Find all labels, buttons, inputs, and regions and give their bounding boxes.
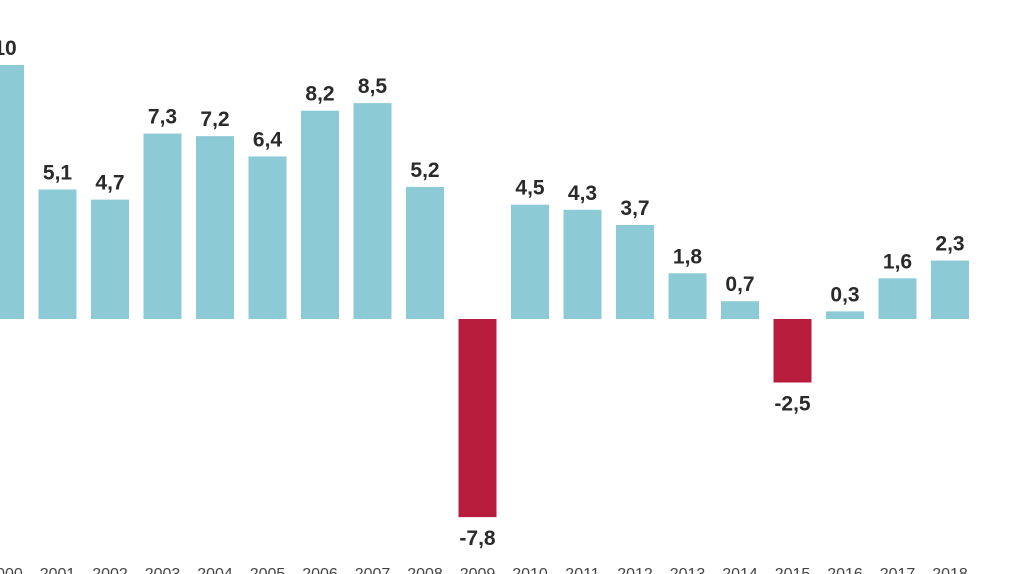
x-tick-label: 2012 bbox=[617, 566, 653, 574]
x-tick-label: 2005 bbox=[250, 566, 286, 574]
bar-2018 bbox=[931, 260, 969, 319]
value-label-2009: -7,8 bbox=[459, 527, 496, 550]
x-tick-label: 2001 bbox=[40, 566, 76, 574]
bar-2012 bbox=[616, 225, 654, 319]
value-label-2008: 5,2 bbox=[410, 159, 439, 182]
x-tick-label: 2018 bbox=[932, 566, 968, 574]
value-label-2005: 6,4 bbox=[253, 128, 283, 151]
value-label-2000: 10 bbox=[0, 37, 17, 60]
bar-2014 bbox=[721, 301, 759, 319]
value-label-2001: 5,1 bbox=[43, 161, 73, 184]
bar-2003 bbox=[143, 133, 182, 319]
x-tick-label: 2007 bbox=[355, 566, 391, 574]
x-tick-label: 2016 bbox=[827, 566, 863, 574]
value-label-2015: -2,5 bbox=[774, 393, 811, 416]
x-tick-label: 2008 bbox=[407, 566, 443, 574]
x-tick-label: 2011 bbox=[565, 566, 600, 574]
bar-2011 bbox=[563, 209, 602, 319]
x-tick-label: 2015 bbox=[775, 566, 811, 574]
value-label-2007: 8,5 bbox=[358, 75, 388, 98]
value-label-2003: 7,3 bbox=[148, 106, 177, 129]
x-tick-label: 2013 bbox=[670, 566, 706, 574]
bar-2015 bbox=[773, 319, 812, 383]
value-label-2011: 4,3 bbox=[568, 182, 597, 205]
x-tick-label: 2002 bbox=[92, 566, 128, 574]
x-tick-label: 2004 bbox=[197, 566, 233, 574]
value-label-2002: 4,7 bbox=[95, 172, 124, 195]
bar-2009 bbox=[458, 319, 497, 518]
bar-2017 bbox=[878, 278, 917, 319]
x-tick-label: 2003 bbox=[145, 566, 181, 574]
value-label-2016: 0,3 bbox=[830, 283, 859, 306]
value-label-2004: 7,2 bbox=[200, 108, 229, 131]
x-tick-label: 2006 bbox=[302, 566, 338, 574]
bar-2005 bbox=[248, 156, 287, 319]
bar-2002 bbox=[91, 199, 129, 319]
bar-2013 bbox=[668, 273, 707, 319]
bar-2006 bbox=[301, 110, 339, 319]
bar-2007 bbox=[353, 103, 392, 319]
value-label-2017: 1,6 bbox=[883, 250, 912, 273]
x-tick-label: 2017 bbox=[880, 566, 916, 574]
bar-2008 bbox=[406, 186, 444, 319]
bar-2010 bbox=[511, 204, 549, 319]
bar-2001 bbox=[38, 189, 77, 319]
x-tick-label: 2014 bbox=[722, 566, 758, 574]
value-label-2012: 3,7 bbox=[620, 197, 649, 220]
value-label-2018: 2,3 bbox=[935, 233, 964, 256]
x-tick-label: 2010 bbox=[512, 566, 548, 574]
value-label-2006: 8,2 bbox=[305, 83, 334, 106]
value-label-2014: 0,7 bbox=[725, 273, 754, 296]
value-label-2013: 1,8 bbox=[673, 245, 703, 268]
bar-2016 bbox=[826, 311, 864, 319]
x-tick-label: 2009 bbox=[460, 566, 496, 574]
value-label-2010: 4,5 bbox=[515, 177, 545, 200]
bar-2004 bbox=[196, 136, 234, 319]
x-tick-label: 2000 bbox=[0, 566, 23, 574]
bar-2000 bbox=[0, 65, 24, 319]
